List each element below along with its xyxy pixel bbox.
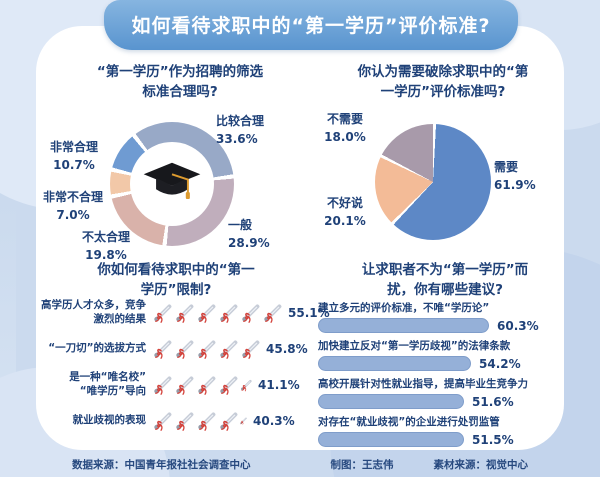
segment-name: 一般 [228,218,253,232]
footer-author: 制图：王志伟 [330,459,394,471]
bar-row: 60.3% [318,318,576,333]
pictograph-row: “一刀切”的选拔方式 45.8% [34,334,326,364]
segment-pct: 18.0% [324,130,366,144]
diploma-scroll-icon [176,339,194,359]
footer-data-source: 数据来源：中国青年报社社会调查中心 [72,459,251,471]
bar-label: 加快建立反对“第一学历歧视”的法律条款 [318,340,511,352]
donut-chart-title: “第一学历”作为招聘的筛选 标准合理吗? [96,64,264,101]
bar-label: 高校开展针对性就业指导，提高毕业生竞争力 [318,378,528,390]
bar-label: 对存在“就业歧视”的企业进行处罚监管 [318,416,500,428]
diploma-icons [151,339,261,360]
bar-pill [318,318,489,333]
pictograph-row-label: 是一种“唯名校” “唯学历”导向 [69,371,146,397]
bar-group: 建立多元的评价标准，不唯“学历论” 60.3% [318,300,576,333]
footer: 数据来源：中国青年报社社会调查中心 制图：王志伟 素材来源：视觉中心 [0,457,600,472]
diploma-scroll-icon [220,375,238,395]
pictograph-title: 你如何看待求职中的“第一 学历”限制? [97,262,255,299]
segment-pct: 7.0% [56,208,90,222]
segment-pct: 20.1% [324,214,366,228]
diploma-scroll-icon [176,303,194,323]
bar-row: 51.6% [318,394,576,409]
donut-segment-label: 比较合理 33.6% [216,112,296,148]
pictograph-row-value: 55.1% [288,306,330,320]
bar-pill [318,432,464,447]
pictograph-row: 就业歧视的表现 40.3% [34,406,326,436]
pictograph-row-label: 高学历人才众多，竞争 激烈的结果 [41,299,146,325]
diploma-scroll-icon [198,303,216,323]
diploma-scroll-icon [240,417,247,425]
diploma-scroll-icon [198,411,216,431]
diploma-scroll-icon [176,375,194,395]
diploma-scroll-icon [154,411,172,431]
diploma-scroll-icon [220,411,238,431]
diploma-scroll-icon [154,339,172,359]
pie-segment-label: 需要 61.9% [494,158,558,194]
segment-pct: 33.6% [216,132,258,146]
bar-chart: 建立多元的评价标准，不唯“学历论” 60.3% 加快建立反对“第一学历歧视”的法律条… [318,300,576,452]
donut-chart [110,122,234,246]
pictograph-row: 高学历人才众多，竞争 激烈的结果 55.1% [34,298,330,328]
diploma-scroll-icon [241,379,252,391]
diploma-scroll-icon [264,303,282,323]
segment-name: 比较合理 [216,114,265,128]
bar-row: 51.5% [318,432,576,447]
segment-name: 非常不合理 [42,190,103,204]
pictograph-row-value: 41.1% [258,378,300,392]
segment-pct: 19.8% [85,248,127,262]
segment-name: 不太合理 [81,230,130,244]
segment-pct: 61.9% [494,178,536,192]
segment-name: 不需要 [326,112,363,126]
pictograph-row-value: 40.3% [253,414,295,428]
donut-segment-label: 非常合理 10.7% [36,138,112,174]
bar-row: 54.2% [318,356,576,371]
pie-chart [375,124,491,240]
diploma-scroll-icon [220,303,238,323]
segment-pct: 10.7% [53,158,95,172]
poster-title: 如何看待求职中的“第一学历”评价标准? [131,15,491,37]
diploma-scroll-icon [242,303,260,323]
pie-segment-label: 不好说 20.1% [312,194,378,230]
pie-chart-title: 你认为需要破除求职中的“第 一学历”评价标准吗? [357,64,529,101]
pictograph-row-value: 45.8% [266,342,308,356]
segment-name: 非常合理 [49,140,98,154]
footer-material-source: 素材来源：视觉中心 [433,459,529,471]
bar-value: 54.2% [479,356,521,371]
pictograph-row: 是一种“唯名校” “唯学历”导向 41.1% [34,370,326,400]
donut-segment-label: 不太合理 19.8% [66,228,146,264]
bar-group: 加快建立反对“第一学历歧视”的法律条款 54.2% [318,338,576,371]
diploma-icons [151,411,248,432]
diploma-scroll-icon [242,339,260,359]
diploma-scroll-icon [220,339,238,359]
pictograph-row-label: 就业歧视的表现 [72,414,147,427]
graduation-cap-icon [143,162,201,200]
bar-group: 对存在“就业歧视”的企业进行处罚监管 51.5% [318,414,576,447]
diploma-scroll-icon [154,303,172,323]
donut-segment-label: 非常不合理 7.0% [28,188,118,224]
bar-pill [318,394,464,409]
bar-value: 60.3% [497,318,539,333]
pictograph-rows: 高学历人才众多，竞争 激烈的结果 55.1% “一刀切”的选拔方式 45.8% 是一种“… [34,298,330,442]
diploma-icons [151,375,253,396]
diploma-scroll-icon [154,375,172,395]
bar-chart-title: 让求职者不为“第一学历”而 扰，你有哪些建议? [361,262,529,299]
content-card [36,26,564,450]
donut-segment-label: 一般 28.9% [228,216,292,252]
bar-label: 建立多元的评价标准，不唯“学历论” [318,302,490,314]
diploma-scroll-icon [198,375,216,395]
diploma-scroll-icon [176,411,194,431]
pie-segment-label: 不需要 18.0% [312,110,378,146]
bar-pill [318,356,471,371]
diploma-icons [151,303,283,324]
diploma-scroll-icon [198,339,216,359]
segment-name: 不好说 [326,196,363,210]
segment-name: 需要 [494,160,519,174]
bar-value: 51.5% [472,432,514,447]
bar-value: 51.6% [472,394,514,409]
pictograph-row-label: “一刀切”的选拔方式 [48,342,146,355]
bar-group: 高校开展针对性就业指导，提高毕业生竞争力 51.6% [318,376,576,409]
poster-title-banner: 如何看待求职中的“第一学历”评价标准? [104,0,518,50]
segment-pct: 28.9% [228,236,270,250]
